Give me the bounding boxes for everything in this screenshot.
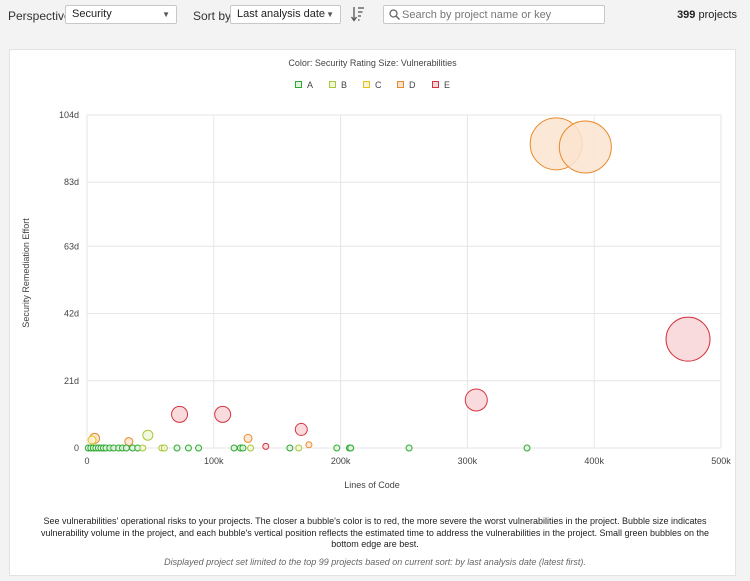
project-count: 399 projects xyxy=(677,9,737,21)
chevron-down-icon: ▼ xyxy=(162,10,170,19)
bubble-d[interactable] xyxy=(124,437,134,447)
sort-select[interactable]: Last analysis date ▼ xyxy=(230,5,341,24)
bubble-a[interactable] xyxy=(405,444,413,452)
legend-swatch-a xyxy=(295,81,302,88)
bubble-a[interactable] xyxy=(523,444,531,452)
project-count-number: 399 xyxy=(677,9,696,21)
bubble-a[interactable] xyxy=(184,444,192,452)
bubble-a[interactable] xyxy=(286,444,294,452)
bubble-e[interactable] xyxy=(294,422,308,436)
bubble-a[interactable] xyxy=(347,444,355,452)
x-tick-label: 500k xyxy=(711,456,731,466)
bubble-e[interactable] xyxy=(262,442,270,450)
chart-description: See vulnerabilities' operational risks t… xyxy=(40,516,710,549)
sort-value: Last analysis date xyxy=(237,8,326,20)
bubble-a[interactable] xyxy=(230,444,238,452)
bubble-a[interactable] xyxy=(122,444,130,452)
x-tick-label: 0 xyxy=(84,456,89,466)
y-tick-label: 63d xyxy=(64,241,79,251)
bubble-d[interactable] xyxy=(305,441,313,449)
y-tick-label: 42d xyxy=(64,309,79,319)
bubble-a[interactable] xyxy=(239,444,247,452)
bubble-e[interactable] xyxy=(665,316,711,362)
y-tick-label: 21d xyxy=(64,376,79,386)
bubble-e[interactable] xyxy=(171,405,189,423)
sort-label: Sort by: xyxy=(193,9,235,23)
chart-grid xyxy=(86,114,722,449)
bubble-e[interactable] xyxy=(464,388,488,412)
legend-label-c: C xyxy=(375,80,382,90)
bubble-d[interactable] xyxy=(243,433,253,443)
search-input[interactable] xyxy=(402,7,598,22)
bubble-a[interactable] xyxy=(195,444,203,452)
legend-label-e: E xyxy=(444,80,451,90)
legend-label-d: D xyxy=(409,80,416,90)
x-axis-ticks: 0 100k 200k 300k 400k 500k xyxy=(84,456,731,466)
bubble-chart: 0 100k 200k 300k 400k 500k 021d42d63d83d104d … xyxy=(21,110,731,490)
chart-bubbles xyxy=(84,117,711,452)
legend-label-b: B xyxy=(341,80,348,90)
toolbar: Perspective: Security ▼ Sort by: Last an… xyxy=(0,0,750,34)
y-tick-label: 0 xyxy=(74,443,79,453)
x-axis-label: Lines of Code xyxy=(344,480,400,490)
search-icon xyxy=(389,9,400,20)
perspective-select[interactable]: Security ▼ xyxy=(65,5,177,24)
bubble-e[interactable] xyxy=(214,405,232,423)
bubble-d[interactable] xyxy=(558,120,612,174)
chart-note: Displayed project set limited to the top… xyxy=(164,557,586,567)
chart-panel xyxy=(9,49,736,576)
bubble-b[interactable] xyxy=(295,444,303,452)
bubble-b[interactable] xyxy=(142,429,154,441)
bubble-a[interactable] xyxy=(173,444,181,452)
bubble-a[interactable] xyxy=(333,444,341,452)
legend-swatch-c xyxy=(363,81,370,88)
x-tick-label: 300k xyxy=(458,456,478,466)
bubble-c[interactable] xyxy=(87,435,97,445)
legend-label-a: A xyxy=(307,80,314,90)
x-tick-label: 200k xyxy=(331,456,351,466)
y-axis-label: Security Remediation Effort xyxy=(21,218,31,328)
bubble-b[interactable] xyxy=(160,444,168,452)
sort-direction-icon[interactable] xyxy=(351,5,365,23)
bubble-b[interactable] xyxy=(247,444,255,452)
x-tick-label: 400k xyxy=(584,456,604,466)
chart-title: Color: Security Rating Size: Vulnerabili… xyxy=(288,58,457,68)
x-tick-label: 100k xyxy=(204,456,224,466)
search-box xyxy=(383,5,605,24)
perspective-value: Security xyxy=(72,8,112,20)
legend-swatch-e xyxy=(432,81,439,88)
project-count-suffix: projects xyxy=(695,9,737,21)
y-axis-ticks: 0 21d 42d 63d 83d 104d xyxy=(59,110,79,453)
legend-swatch-b xyxy=(329,81,336,88)
perspective-label: Perspective: xyxy=(8,9,75,23)
legend-swatch-d xyxy=(397,81,404,88)
y-tick-label: 83d xyxy=(64,177,79,187)
chevron-down-icon: ▼ xyxy=(326,10,334,19)
bubble-b[interactable] xyxy=(139,444,147,452)
y-tick-label: 104d xyxy=(59,110,79,120)
